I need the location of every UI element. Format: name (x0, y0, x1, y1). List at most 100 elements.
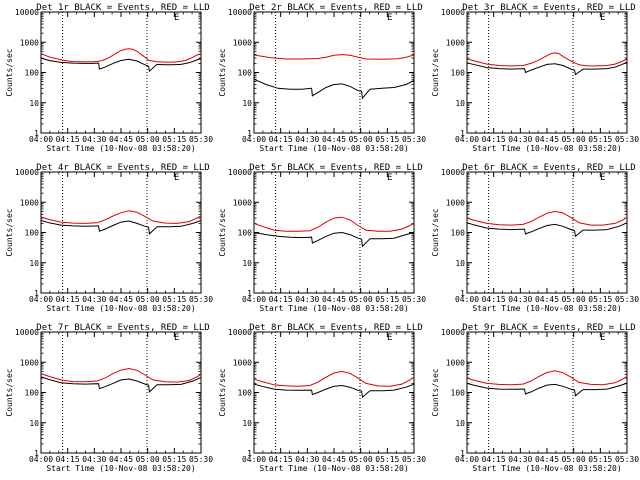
x-tick-label: 04:00 (242, 295, 266, 304)
y-axis-label: Counts/sec (218, 368, 227, 416)
x-axis-label: Start Time (10-Nov-08 03:58:20) (259, 464, 408, 473)
panel-title: Det 7r BLACK = Events, RED = LLD (36, 323, 209, 333)
panel-title: Det 8r BLACK = Events, RED = LLD (249, 323, 422, 333)
corner-label: E (600, 173, 605, 183)
y-tick-label: 1 (460, 449, 465, 458)
y-tick-label: 1000 (446, 38, 465, 47)
corner-label: E (387, 333, 392, 343)
panel-title: Det 6r BLACK = Events, RED = LLD (462, 163, 635, 173)
x-tick-label: 04:45 (535, 455, 559, 464)
events-series-line (253, 383, 415, 399)
panel-title: Det 2r BLACK = Events, RED = LLD (249, 3, 422, 13)
x-tick-label: 04:30 (508, 455, 532, 464)
x-tick-label: 05:00 (349, 295, 373, 304)
events-series-line (253, 78, 415, 100)
x-tick-label: 04:15 (56, 455, 80, 464)
x-tick-label: 04:00 (29, 135, 53, 144)
x-axis-label: Start Time (10-Nov-08 03:58:20) (46, 464, 195, 473)
lld-series-line (253, 216, 415, 232)
lld-series-line (466, 210, 628, 226)
x-tick-label: 04:30 (295, 295, 319, 304)
x-tick-label: 04:00 (455, 135, 479, 144)
y-tick-label: 1 (460, 129, 465, 138)
x-axis-label: Start Time (10-Nov-08 03:58:20) (46, 144, 195, 153)
y-tick-label: 10000 (228, 8, 252, 17)
y-tick-label: 10000 (15, 168, 39, 177)
y-tick-label: 10 (29, 419, 39, 428)
y-tick-label: 100 (25, 69, 40, 78)
y-tick-label: 100 (451, 69, 466, 78)
x-tick-label: 04:00 (455, 455, 479, 464)
lld-series-line (253, 54, 415, 60)
corner-label: E (174, 173, 179, 183)
y-axis-label: Counts/sec (431, 208, 440, 256)
y-tick-label: 1 (247, 129, 252, 138)
x-tick-label: 05:15 (375, 455, 399, 464)
x-tick-label: 04:30 (295, 455, 319, 464)
plot-frame (466, 171, 628, 294)
x-tick-label: 04:45 (109, 295, 133, 304)
x-tick-label: 05:15 (588, 135, 612, 144)
x-axis-label: Start Time (10-Nov-08 03:58:20) (472, 144, 621, 153)
x-tick-label: 05:00 (136, 455, 160, 464)
x-tick-label: 04:45 (109, 135, 133, 144)
x-tick-label: 04:30 (295, 135, 319, 144)
y-tick-label: 100 (451, 229, 466, 238)
corner-label: E (387, 13, 392, 23)
x-tick-label: 04:00 (29, 455, 53, 464)
y-tick-label: 10 (455, 419, 465, 428)
x-tick-label: 04:15 (482, 455, 506, 464)
x-tick-label: 05:30 (402, 295, 426, 304)
lld-series-line (466, 370, 628, 386)
y-tick-label: 10 (242, 99, 252, 108)
x-tick-label: 04:45 (322, 295, 346, 304)
y-axis-label: Counts/sec (5, 368, 14, 416)
y-tick-label: 10000 (15, 8, 39, 17)
y-tick-label: 10 (29, 259, 39, 268)
x-tick-label: 05:15 (162, 135, 186, 144)
events-series-line (466, 222, 628, 238)
x-tick-label: 04:15 (56, 135, 80, 144)
y-tick-label: 1000 (233, 38, 252, 47)
y-tick-label: 1 (34, 289, 39, 298)
x-tick-label: 05:30 (615, 455, 639, 464)
panel-title: Det 3r BLACK = Events, RED = LLD (462, 3, 635, 13)
y-tick-label: 100 (25, 229, 40, 238)
x-tick-label: 04:00 (242, 455, 266, 464)
y-tick-label: 10000 (441, 168, 465, 177)
plot-frame (40, 331, 202, 454)
events-series-line (466, 61, 628, 76)
x-tick-label: 05:00 (562, 295, 586, 304)
y-tick-label: 100 (238, 389, 253, 398)
x-tick-label: 05:00 (562, 455, 586, 464)
y-tick-label: 1000 (20, 38, 39, 47)
corner-label: E (600, 13, 605, 23)
y-tick-label: 10000 (228, 168, 252, 177)
events-series-line (40, 376, 202, 393)
x-tick-label: 04:15 (482, 295, 506, 304)
x-tick-label: 04:30 (508, 135, 532, 144)
x-tick-label: 04:30 (82, 135, 106, 144)
plot-frame (40, 171, 202, 294)
x-tick-label: 04:15 (56, 295, 80, 304)
x-tick-label: 04:45 (535, 135, 559, 144)
panel-title: Det 4r BLACK = Events, RED = LLD (36, 163, 209, 173)
y-tick-label: 10000 (441, 8, 465, 17)
x-tick-label: 04:15 (269, 455, 293, 464)
x-tick-label: 04:30 (508, 295, 532, 304)
y-tick-label: 1 (247, 449, 252, 458)
y-tick-label: 100 (25, 389, 40, 398)
y-tick-label: 100 (238, 69, 253, 78)
x-tick-label: 05:00 (562, 135, 586, 144)
y-tick-label: 1 (34, 129, 39, 138)
corner-label: E (600, 333, 605, 343)
y-tick-label: 1000 (20, 358, 39, 367)
x-axis-label: Start Time (10-Nov-08 03:58:20) (259, 304, 408, 313)
